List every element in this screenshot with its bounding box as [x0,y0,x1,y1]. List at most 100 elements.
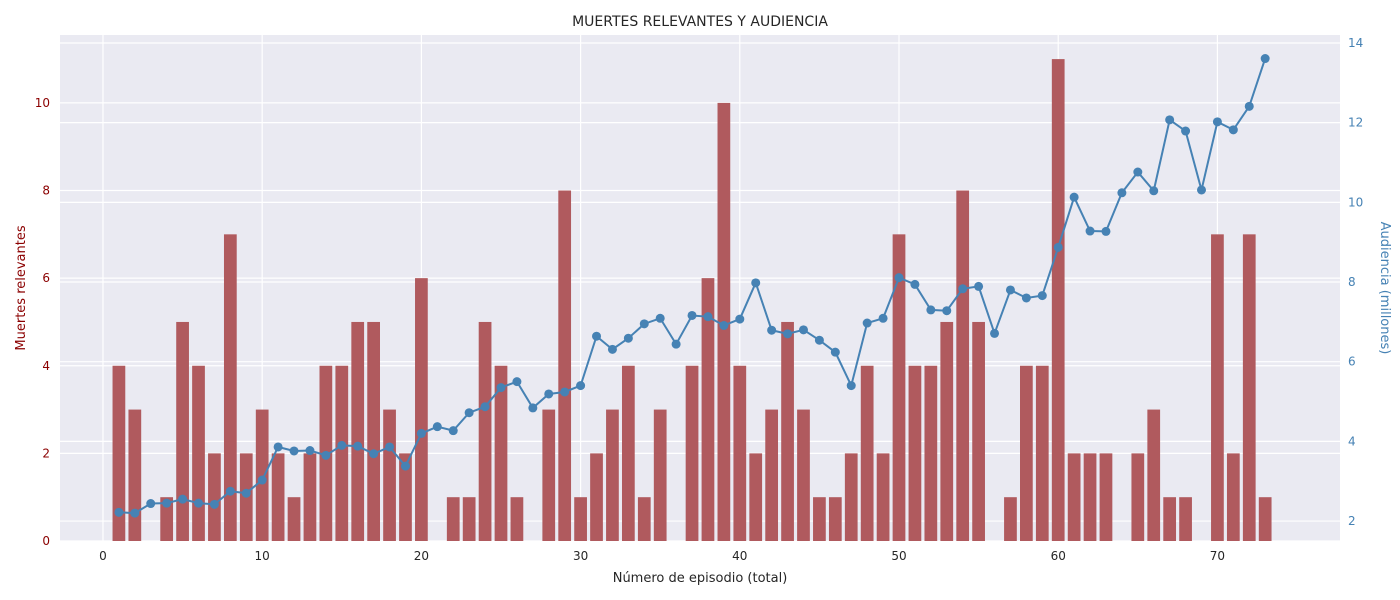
line-point [1101,226,1111,236]
line-point [942,306,952,316]
bar [558,190,572,541]
line-point [639,319,649,329]
bar [924,365,938,541]
bar [494,365,508,541]
bar [1067,453,1081,541]
line-point [1037,291,1047,301]
bar [335,365,349,541]
bar [1035,365,1049,541]
bar [733,365,747,541]
line-point [544,389,554,399]
bar [876,453,890,541]
line-point [353,441,363,451]
y-right-axis-label: Audiencia (millones) [1377,222,1392,355]
line-point [1117,188,1127,198]
line-point [862,318,872,328]
line-point [830,347,840,357]
line-point [894,273,904,283]
bar [303,453,317,541]
line-point [480,402,490,412]
line-point [798,325,808,335]
y-left-tick-labels: 0 2 4 6 8 10 [35,96,50,548]
line-point [369,449,379,459]
bar [510,497,524,541]
line-point [130,508,140,518]
line-point [926,305,936,315]
bar [1099,453,1113,541]
y-left-tick-label: 4 [42,359,50,373]
line-point [432,422,442,432]
line-point [671,339,681,349]
line-point [735,314,745,324]
line-point [592,331,602,341]
line-point [974,281,984,291]
line-point [1053,242,1063,252]
bar [653,409,667,541]
x-tick-label: 20 [414,549,429,563]
bar [1211,234,1224,542]
y-left-tick-label: 10 [35,96,50,110]
line-point [576,381,586,391]
bar [828,497,842,541]
line-point [1021,293,1031,303]
line-point [321,450,331,460]
line-point [273,442,283,452]
line-point [1228,125,1238,135]
line-point [146,499,156,509]
line-point [1244,101,1254,111]
x-tick-label: 60 [1051,549,1066,563]
bar [574,497,587,541]
bar [1131,453,1145,541]
bar [908,365,922,541]
line-point [878,313,888,323]
line-point [400,461,410,471]
chart-title: MUERTES RELEVANTES Y AUDIENCIA [572,14,828,30]
line-point [337,440,347,450]
bar [621,365,635,541]
line-point [783,329,793,339]
line-point [448,426,458,436]
bar [781,321,794,541]
bar [128,409,142,541]
bar [1163,497,1177,541]
bar [1020,365,1033,541]
bar [860,365,874,541]
bar [1179,497,1192,541]
bar [478,321,492,541]
line-point [814,335,824,345]
bar [223,234,237,542]
line-point [1005,285,1015,295]
line-point [194,498,204,508]
bar [813,497,826,541]
bar [701,278,715,541]
y-right-tick-label: 14 [1348,36,1363,50]
line-point [767,325,777,335]
line-point [687,310,697,320]
bar [271,453,285,541]
bar [462,497,476,541]
x-tick-label: 40 [732,549,747,563]
line-point [162,498,172,508]
bar [255,409,269,541]
line-point [257,475,267,485]
bar [446,497,460,541]
bar [1051,59,1065,541]
x-tick-label: 10 [255,549,270,563]
bar [176,321,189,541]
line-point [114,507,124,517]
y-right-tick-label: 10 [1348,195,1363,209]
line-point [385,442,395,452]
bar [797,409,810,541]
line-point [1260,54,1270,64]
line-point [225,486,235,496]
x-tick-labels: 0 10 20 30 40 50 60 70 [99,549,1225,563]
line-point [1196,185,1206,195]
line-point [607,344,617,354]
x-tick-label: 30 [573,549,588,563]
line-point [1133,167,1143,177]
y-left-tick-label: 0 [42,534,50,548]
line-point [512,377,522,387]
y-left-tick-label: 6 [42,271,50,285]
bar [685,365,699,541]
